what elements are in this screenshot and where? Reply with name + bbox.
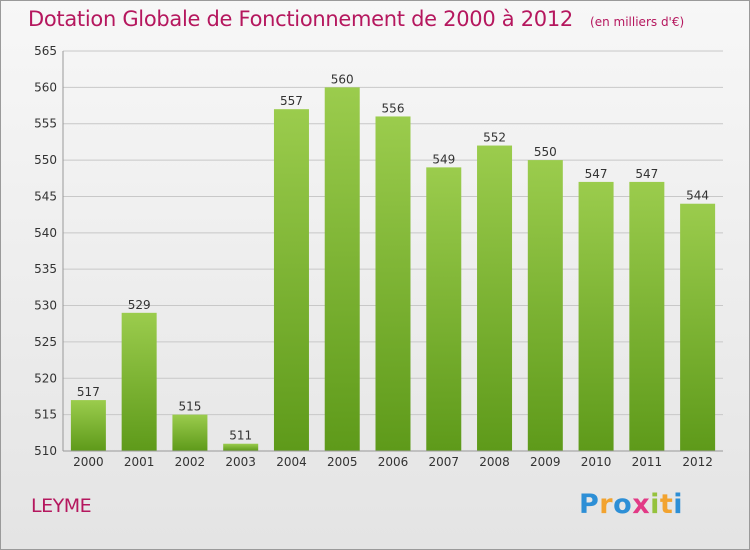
bar-2007	[426, 167, 462, 451]
data-label-2008: 552	[483, 131, 506, 145]
x-tick-label-2011: 2011	[632, 455, 663, 469]
y-tick-label: 515	[34, 408, 57, 422]
x-tick-label-2006: 2006	[378, 455, 409, 469]
y-tick-label: 560	[34, 80, 57, 94]
title-row: Dotation Globale de Fonctionnement de 20…	[28, 7, 684, 31]
data-label-2000: 517	[77, 385, 100, 399]
data-label-2007: 549	[432, 152, 455, 166]
bar-2006	[375, 116, 411, 452]
y-tick-label: 550	[34, 153, 57, 167]
data-label-2012: 544	[686, 189, 709, 203]
chart-title: Dotation Globale de Fonctionnement de 20…	[28, 7, 573, 31]
y-tick-label: 540	[34, 226, 57, 240]
x-tick-label-2000: 2000	[73, 455, 104, 469]
bar-2011	[629, 181, 665, 451]
y-tick-label: 520	[34, 371, 57, 385]
y-tick-label: 555	[34, 117, 57, 131]
x-tick-label-2008: 2008	[479, 455, 510, 469]
data-label-2003: 511	[229, 429, 252, 443]
y-tick-label: 530	[34, 299, 57, 313]
x-tick-label-2009: 2009	[530, 455, 561, 469]
bar-2004	[273, 109, 309, 451]
x-tick-label-2012: 2012	[682, 455, 713, 469]
bar-2012	[680, 203, 716, 451]
data-label-2004: 557	[280, 94, 303, 108]
x-tick-label-2004: 2004	[276, 455, 307, 469]
x-tick-label-2001: 2001	[124, 455, 155, 469]
data-label-2010: 547	[585, 167, 608, 181]
y-tick-label: 545	[34, 189, 57, 203]
y-tick-label: 535	[34, 262, 57, 276]
x-tick-label-2010: 2010	[581, 455, 612, 469]
data-label-2002: 515	[178, 400, 201, 414]
x-tick-label-2005: 2005	[327, 455, 358, 469]
data-label-2001: 529	[128, 298, 151, 312]
bar-2003	[223, 443, 259, 451]
x-tick-label-2002: 2002	[175, 455, 206, 469]
y-tick-label: 525	[34, 335, 57, 349]
bar-2005	[324, 87, 360, 451]
bar-2010	[578, 181, 614, 451]
x-tick-label-2007: 2007	[428, 455, 459, 469]
bar-2008	[477, 145, 513, 451]
commune-name: LEYME	[31, 495, 92, 517]
bar-2002	[172, 414, 208, 451]
unit-label: (en milliers d'€)	[590, 15, 685, 29]
data-label-2005: 560	[331, 72, 354, 86]
bar-2009	[527, 160, 563, 451]
data-label-2009: 550	[534, 145, 557, 159]
bar-2001	[121, 312, 157, 451]
proxiti-logo: Proxiti	[579, 489, 684, 520]
bar-2000	[70, 400, 106, 451]
data-label-2011: 547	[635, 167, 658, 181]
y-tick-label: 510	[34, 444, 57, 458]
x-tick-label-2003: 2003	[225, 455, 256, 469]
data-label-2006: 556	[382, 101, 405, 115]
y-tick-label: 565	[34, 44, 57, 58]
